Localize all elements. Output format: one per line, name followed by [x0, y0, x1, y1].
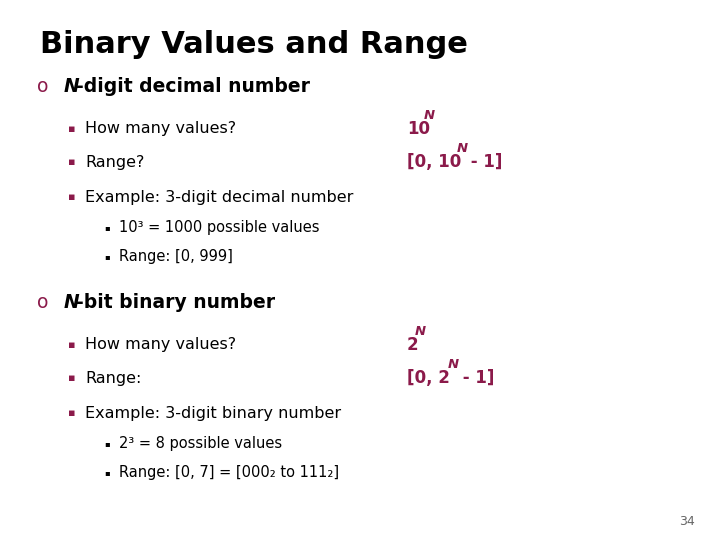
- Text: 10³ = 1000 possible values: 10³ = 1000 possible values: [119, 220, 319, 235]
- Text: ▪: ▪: [104, 224, 110, 232]
- Text: Range: [0, 7] = [000₂ to 111₂]: Range: [0, 7] = [000₂ to 111₂]: [119, 465, 339, 480]
- Text: 2³ = 8 possible values: 2³ = 8 possible values: [119, 436, 282, 451]
- Text: - 1]: - 1]: [465, 153, 503, 171]
- Text: ▪: ▪: [68, 157, 76, 167]
- Text: ▪: ▪: [68, 340, 76, 349]
- Text: N: N: [63, 77, 79, 96]
- Text: ▪: ▪: [104, 252, 110, 261]
- Text: -bit binary number: -bit binary number: [76, 293, 276, 312]
- Text: ▪: ▪: [68, 192, 76, 202]
- Text: N: N: [63, 293, 79, 312]
- Text: ▪: ▪: [104, 440, 110, 448]
- Text: 34: 34: [679, 515, 695, 528]
- Text: o: o: [37, 77, 49, 96]
- Text: Binary Values and Range: Binary Values and Range: [40, 30, 467, 59]
- Text: 2: 2: [407, 335, 418, 354]
- Text: - 1]: - 1]: [456, 369, 494, 387]
- Text: How many values?: How many values?: [85, 337, 236, 352]
- Text: 10: 10: [407, 119, 430, 138]
- Text: ▪: ▪: [104, 468, 110, 477]
- Text: ▪: ▪: [68, 124, 76, 133]
- Text: ▪: ▪: [68, 373, 76, 383]
- Text: Range: [0, 999]: Range: [0, 999]: [119, 249, 233, 264]
- Text: [0, 10: [0, 10: [407, 153, 461, 171]
- Text: [0, 2: [0, 2: [407, 369, 450, 387]
- Text: N: N: [423, 109, 434, 122]
- Text: How many values?: How many values?: [85, 121, 236, 136]
- Text: Range:: Range:: [85, 370, 141, 386]
- Text: -digit decimal number: -digit decimal number: [76, 77, 310, 96]
- Text: Example: 3-digit binary number: Example: 3-digit binary number: [85, 406, 341, 421]
- Text: ▪: ▪: [68, 408, 76, 418]
- Text: Example: 3-digit decimal number: Example: 3-digit decimal number: [85, 190, 354, 205]
- Text: N: N: [448, 358, 459, 371]
- Text: Range?: Range?: [85, 154, 144, 170]
- Text: N: N: [415, 325, 426, 338]
- Text: o: o: [37, 293, 49, 312]
- Text: N: N: [456, 142, 467, 155]
